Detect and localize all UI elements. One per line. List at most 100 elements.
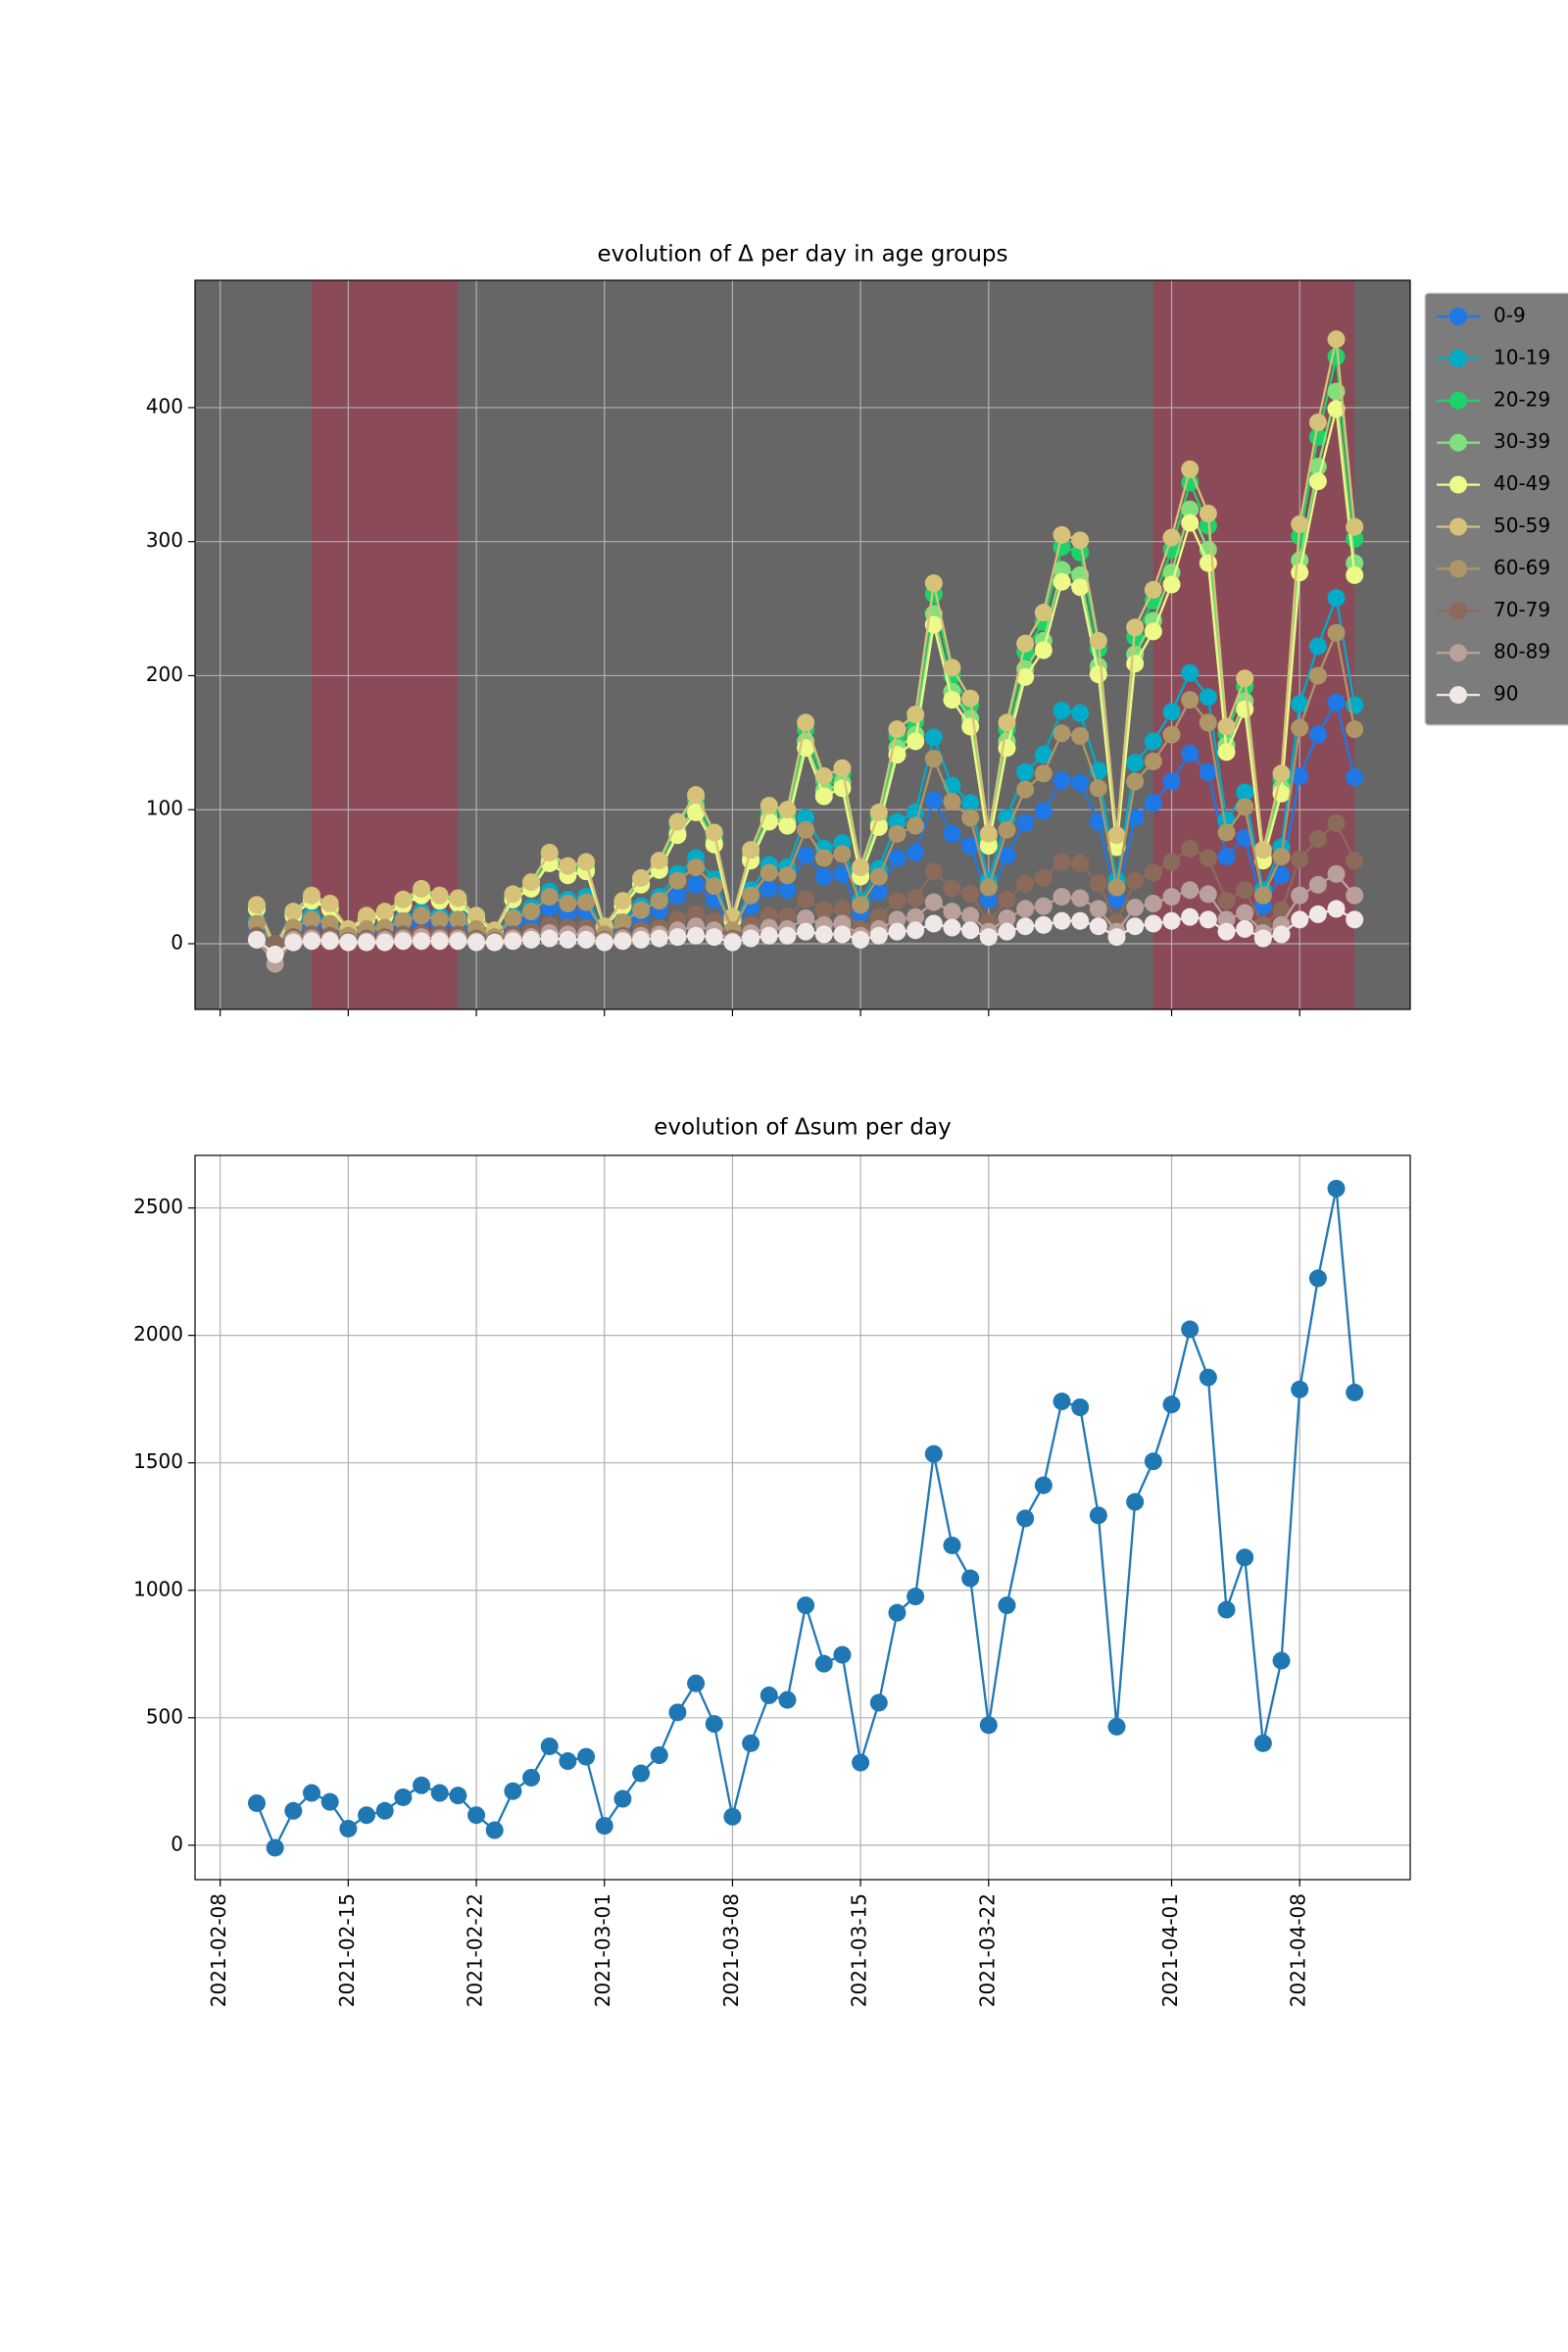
data-point	[1217, 717, 1236, 736]
legend-marker	[1449, 308, 1467, 325]
data-point	[668, 812, 687, 831]
data-point	[778, 907, 797, 926]
x-tick-label: 2021-03-01	[591, 1893, 614, 2007]
data-point	[1272, 925, 1291, 944]
data-point	[961, 689, 980, 708]
data-point	[1181, 881, 1200, 900]
data-point	[1053, 771, 1071, 790]
y-tick-label: 400	[146, 394, 183, 417]
data-point	[266, 945, 284, 963]
data-point	[1327, 330, 1346, 349]
data-point	[998, 890, 1016, 908]
data-point	[1217, 892, 1236, 910]
data-point	[559, 857, 577, 875]
legend-marker	[1449, 560, 1467, 578]
data-point	[1107, 878, 1126, 897]
data-point	[943, 903, 961, 921]
data-point	[320, 894, 339, 912]
data-point	[1272, 866, 1291, 885]
data-point	[943, 879, 961, 898]
legend-label: 40-49	[1494, 471, 1550, 495]
data-point	[1346, 517, 1364, 536]
data-point	[1053, 724, 1071, 743]
data-point	[1272, 848, 1291, 866]
data-point	[1346, 886, 1364, 905]
data-point	[687, 1674, 706, 1692]
axes-content	[195, 280, 1410, 1009]
data-point	[413, 879, 431, 898]
data-point	[1016, 780, 1035, 799]
data-point	[1034, 604, 1053, 622]
data-point	[814, 901, 833, 919]
data-point	[449, 1787, 467, 1805]
data-point	[869, 882, 888, 901]
data-point	[1236, 919, 1254, 938]
data-point	[961, 837, 980, 856]
data-point	[1199, 849, 1217, 867]
data-point	[1272, 901, 1291, 919]
data-point	[833, 925, 852, 944]
data-point	[1126, 917, 1145, 936]
data-point	[577, 1747, 596, 1766]
data-point	[1071, 543, 1090, 562]
data-point	[888, 812, 906, 831]
data-point	[430, 910, 449, 929]
data-point	[924, 914, 943, 933]
data-point	[924, 750, 943, 768]
data-point	[449, 889, 467, 907]
data-point	[540, 888, 559, 906]
data-point	[1253, 886, 1272, 905]
x-tick-label: 2021-02-15	[335, 1893, 359, 2007]
data-point	[650, 852, 668, 870]
data-point	[705, 928, 723, 947]
data-point	[778, 1690, 797, 1709]
data-point	[888, 1603, 906, 1622]
data-point	[1107, 826, 1126, 845]
data-point	[1308, 1269, 1327, 1288]
data-point	[797, 1596, 815, 1615]
data-point	[1126, 899, 1145, 917]
data-point	[998, 846, 1016, 864]
x-tick-label: 2021-04-01	[1158, 1893, 1182, 2007]
data-point	[1053, 561, 1071, 579]
data-point	[797, 890, 815, 908]
legend-label: 70-79	[1494, 598, 1550, 621]
y-tick-label: 1500	[133, 1449, 183, 1473]
data-point	[1071, 854, 1090, 872]
data-point	[888, 922, 906, 941]
data-point	[760, 879, 778, 898]
data-point	[998, 909, 1016, 927]
data-point	[1071, 727, 1090, 745]
data-point	[814, 925, 833, 944]
data-point	[1199, 762, 1217, 781]
data-point	[1346, 852, 1364, 870]
data-point	[1253, 841, 1272, 859]
data-point	[467, 933, 486, 952]
data-point	[979, 878, 998, 897]
data-point	[833, 900, 852, 918]
data-point	[1199, 688, 1217, 707]
data-point	[613, 932, 632, 951]
data-point	[650, 892, 668, 910]
data-point	[1162, 703, 1181, 721]
data-point	[1346, 768, 1364, 787]
data-point	[1291, 514, 1309, 533]
x-tick-label: 2021-03-15	[848, 1893, 871, 2007]
data-point	[869, 867, 888, 886]
data-point	[467, 906, 486, 925]
data-point	[852, 858, 870, 877]
data-point	[1327, 400, 1346, 418]
data-point	[1291, 718, 1309, 737]
data-point	[705, 877, 723, 896]
data-point	[1034, 868, 1053, 887]
legend-marker	[1449, 391, 1467, 410]
data-point	[797, 909, 815, 927]
data-point	[1181, 907, 1200, 926]
data-point	[1162, 911, 1181, 930]
data-point	[1291, 695, 1309, 713]
x-tick-label: 2021-04-08	[1287, 1893, 1310, 2007]
data-point	[559, 894, 577, 912]
data-point	[595, 933, 613, 952]
data-point	[943, 691, 961, 710]
data-point	[1034, 641, 1053, 660]
